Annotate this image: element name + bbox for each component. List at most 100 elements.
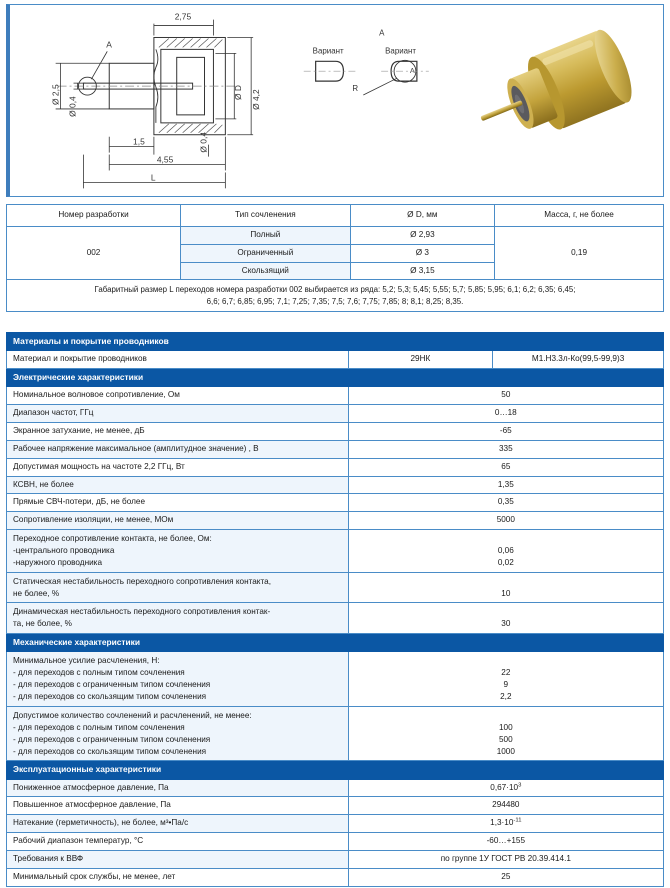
table-row: Диапазон частот, ГГц 0…18 <box>6 404 665 424</box>
dynamic-instability-line-1: Динамическая нестабильность переходного … <box>13 607 271 617</box>
contact-resistance-value-outer: 0,02 <box>497 557 514 567</box>
dim-left-dia-small: Ø 0,4 <box>67 96 77 117</box>
spec-label-contact-resistance: Переходное сопротивление контакта, не бо… <box>6 529 349 573</box>
spec-label-power: Допустимая мощность на частоте 2,2 ГГц, … <box>6 457 349 477</box>
spec-value-static-instability: 10 <box>347 571 665 604</box>
contact-resistance-line-3: -наружного проводника <box>13 557 102 567</box>
contact-resistance-line-1: Переходное сопротивление контакта, не бо… <box>13 534 212 544</box>
table-row: Пониженное атмосферное давление, Па 0,67… <box>6 778 665 798</box>
note-line-1: Габаритный размер L переходов номера раз… <box>94 285 576 295</box>
spec-value-separation-force: 22 9 2,2 <box>347 651 665 707</box>
spec-label-leakage: Натекание (герметичность), не более, м³•… <box>6 814 349 834</box>
table-row: Экранное затухание, не менее, дБ -65 <box>6 422 665 441</box>
leakage-base: 1,3·10 <box>490 818 514 828</box>
contact-resistance-value-center: 0,06 <box>497 545 514 555</box>
variant-right-label: Вариант <box>385 46 416 55</box>
connector-photo <box>473 11 655 161</box>
mass-value: 0,19 <box>494 225 664 281</box>
table-row: Минимальное усилие расчленения, Н: - для… <box>6 651 665 707</box>
mating-cycles-line-1: Допустимое количество сочленений и расчл… <box>13 710 252 720</box>
spec-label-insulation-resistance: Сопротивление изоляции, не менее, МОм <box>6 511 349 531</box>
mating-type-limited: Ограниченный <box>180 243 351 263</box>
callout-detail-a: A <box>106 39 112 49</box>
separation-force-line-3: - для переходов с ограниченным типом соч… <box>13 680 211 690</box>
dim-step-len: 1,5 <box>133 137 145 147</box>
spec-value-high-pressure: 294480 <box>347 796 665 816</box>
dim-overall-len: L <box>151 172 156 182</box>
table-row: Ограниченный Ø 3 <box>7 243 664 263</box>
table-row: Номинальное волновое сопротивление, Ом 5… <box>6 386 665 406</box>
separation-force-value-sliding: 2,2 <box>500 692 512 702</box>
dev-number-value: 002 <box>5 225 182 281</box>
table-row: Повышенное атмосферное давление, Па 2944… <box>6 796 665 816</box>
dim-right-dia-small: Ø 0,4 <box>198 132 208 153</box>
contact-resistance-line-2: -центрального проводника <box>13 545 115 555</box>
spec-value-max-voltage: 335 <box>347 439 665 459</box>
table-row: Допустимое количество сочленений и расчл… <box>6 705 665 762</box>
mating-cycles-line-4: - для переходов со скользящим типом сочл… <box>13 746 207 756</box>
spec-value-environmental: по группе 1У ГОСТ РВ 20.39.414.1 <box>347 849 665 869</box>
col-header-dev-number: Номер разработки <box>5 204 182 227</box>
spec-value-frequency-range: 0…18 <box>347 404 665 424</box>
mating-cycles-line-3: - для переходов с ограниченным типом соч… <box>13 734 211 744</box>
specifications-table: Материалы и покрытие проводников Материа… <box>6 332 665 887</box>
spec-value-leakage: 1,3·10-11 <box>347 814 665 834</box>
spec-value-low-pressure: 0,67·103 <box>347 778 665 798</box>
spec-value-material-plating: М1.Н3.3л-Ко(99,5-99,9)3 <box>492 350 664 370</box>
table-row: Рабочий диапазон температур, °С -60…+155 <box>6 832 665 851</box>
overview-note-row: Габаритный размер L переходов номера раз… <box>6 279 664 313</box>
table-row: Динамическая нестабильность переходного … <box>6 602 665 635</box>
separation-force-line-4: - для переходов со скользящим типом сочл… <box>13 692 207 702</box>
spec-value-material-base: 29НК <box>347 350 494 370</box>
spec-label-vswr: КСВН, не более <box>6 475 349 495</box>
separation-force-value-limited: 9 <box>503 680 509 690</box>
spec-label-low-pressure: Пониженное атмосферное давление, Па <box>6 778 349 798</box>
spec-label-material: Материал и покрытие проводников <box>6 350 349 370</box>
col-header-mass: Масса, г, не более <box>494 204 664 227</box>
spec-label-separation-force: Минимальное усилие расчленения, Н: - для… <box>6 651 349 707</box>
spec-label-insertion-loss: Прямые СВЧ-потери, дБ, не более <box>6 493 349 513</box>
variant-left-label: Вариант <box>313 46 344 55</box>
overview-table: Номер разработки Тип сочленения Ø D, мм … <box>5 204 664 313</box>
spec-label-dynamic-instability: Динамическая нестабильность переходного … <box>6 602 349 635</box>
leakage-exponent: -11 <box>513 817 522 824</box>
band-label-electrical: Электрические характеристики <box>6 368 664 388</box>
table-row: Скользящий Ø 3,15 <box>7 261 664 281</box>
variant-right-inner-label: A <box>410 68 415 75</box>
table-row: Переходное сопротивление контакта, не бо… <box>6 529 665 573</box>
callout-detail-a-right: A <box>379 28 385 37</box>
spec-value-temperature-range: -60…+155 <box>347 832 665 851</box>
static-instability-value: 10 <box>501 588 511 598</box>
table-row: Материал и покрытие проводников 29НК М1.… <box>6 350 664 370</box>
col-header-mating-type: Тип сочленения <box>180 204 351 227</box>
spec-value-dynamic-instability: 30 <box>347 602 665 635</box>
section-band-materials: Материалы и покрытие проводников <box>6 332 664 352</box>
spec-value-vswr: 1,35 <box>347 475 665 495</box>
diameter-full: Ø 2,93 <box>349 226 496 245</box>
separation-force-value-full: 22 <box>501 668 511 678</box>
table-row: Сопротивление изоляции, не менее, МОм 50… <box>6 511 665 531</box>
dim-left-dia-large: Ø 2,5 <box>51 84 61 105</box>
spec-value-insertion-loss: 0,35 <box>347 493 665 513</box>
drawing-panel: 2,75 A 1,5 4,55 L Ø 2,5 Ø 0,4 Ø 0,4 Ø D <box>6 4 664 197</box>
spec-label-static-instability: Статическая нестабильность переходного с… <box>6 571 349 604</box>
mating-cycles-value-sliding: 1000 <box>496 746 515 756</box>
spec-value-insulation-resistance: 5000 <box>347 511 665 531</box>
diameter-limited: Ø 3 <box>349 243 496 263</box>
spec-label-high-pressure: Повышенное атмосферное давление, Па <box>6 796 349 816</box>
col-header-diameter: Ø D, мм <box>349 204 496 227</box>
band-label-operational: Эксплуатационные характеристики <box>6 760 664 780</box>
table-row: Рабочее напряжение максимальное (амплиту… <box>6 439 665 459</box>
spec-label-screening: Экранное затухание, не менее, дБ <box>6 422 349 441</box>
radius-callout: R <box>352 84 358 93</box>
table-row: Натекание (герметичность), не более, м³•… <box>6 814 665 834</box>
spec-value-impedance: 50 <box>347 386 665 406</box>
dim-outer-dia: Ø 4,2 <box>251 89 261 110</box>
band-label-mechanical: Механические характеристики <box>6 633 664 653</box>
spec-value-service-life: 25 <box>347 867 665 887</box>
note-line-2: 6,6; 6,7; 6,85; 6,95; 7,1; 7,25; 7,35; 7… <box>206 296 464 306</box>
spec-value-mating-cycles: 100 500 1000 <box>347 705 665 762</box>
length-series-note: Габаритный размер L переходов номера раз… <box>6 279 664 313</box>
dynamic-instability-value: 30 <box>501 619 511 629</box>
